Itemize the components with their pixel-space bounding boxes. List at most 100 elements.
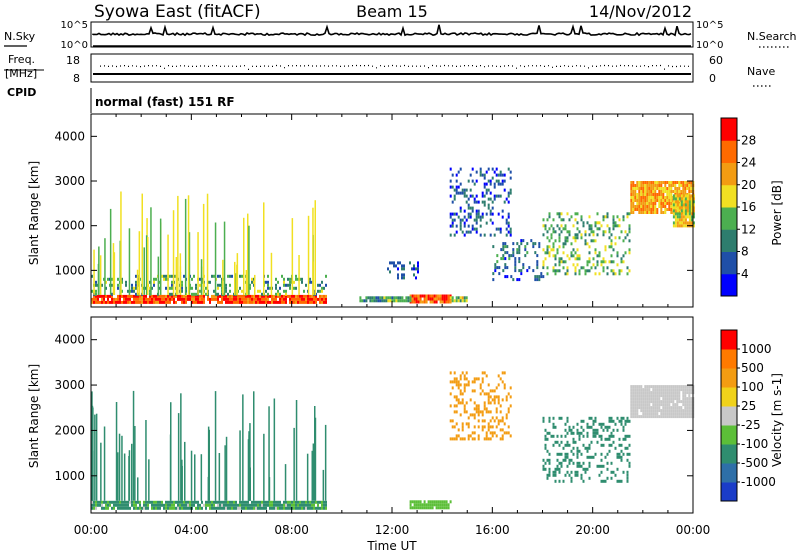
heatmap-cell bbox=[622, 260, 625, 264]
heatmap-cell bbox=[684, 209, 687, 213]
heatmap-cell bbox=[419, 300, 422, 304]
heatmap-cell bbox=[495, 194, 498, 198]
heatmap-cell bbox=[650, 400, 653, 404]
heatmap-cell bbox=[564, 260, 567, 264]
heatmap-cell bbox=[672, 415, 675, 419]
heatmap-cell bbox=[552, 254, 555, 258]
heatmap-cell bbox=[608, 260, 611, 264]
heatmap-cell bbox=[670, 205, 673, 208]
heatmap-cell bbox=[191, 286, 193, 290]
heatmap-cell bbox=[602, 266, 605, 270]
heatmap-cell bbox=[674, 218, 677, 222]
heatmap-cell bbox=[159, 300, 161, 304]
heatmap-cell bbox=[674, 224, 677, 228]
heatmap-cell bbox=[323, 503, 325, 507]
colorbar-segment bbox=[721, 444, 737, 464]
heatmap-cell bbox=[481, 200, 484, 204]
heatmap-cell bbox=[257, 506, 259, 510]
colorbar-segment bbox=[721, 273, 737, 297]
heatmap-cell bbox=[674, 184, 677, 187]
heatmap-cell bbox=[229, 503, 231, 507]
heatmap-cell bbox=[483, 419, 486, 423]
heatmap-cell bbox=[640, 181, 643, 184]
heatmap-cell bbox=[504, 257, 507, 261]
noise-left-tick-top: 10^5 bbox=[61, 20, 88, 31]
heatmap-cell bbox=[632, 391, 635, 395]
heatmap-cell bbox=[562, 245, 565, 249]
heatmap-cell bbox=[670, 193, 673, 196]
heatmap-cell bbox=[441, 300, 444, 304]
heatmap-cell bbox=[445, 300, 448, 304]
heatmap-cell bbox=[672, 203, 675, 207]
heatmap-cell bbox=[570, 470, 573, 474]
heatmap-cell bbox=[301, 506, 303, 510]
heatmap-cell bbox=[287, 294, 289, 298]
heatmap-cell bbox=[163, 277, 165, 281]
heatmap-cell bbox=[666, 415, 669, 419]
heatmap-cell bbox=[135, 297, 137, 301]
heatmap-cell bbox=[479, 218, 482, 222]
heatmap-cell bbox=[668, 205, 671, 208]
heatmap-cell bbox=[241, 500, 243, 504]
heatmap-cell bbox=[544, 257, 547, 261]
heatmap-cell bbox=[566, 443, 569, 447]
heatmap-cell bbox=[321, 506, 323, 510]
heatmap-cell bbox=[401, 299, 404, 303]
heatmap-cell bbox=[610, 419, 613, 423]
heatmap-cell bbox=[297, 506, 299, 510]
heatmap-cell bbox=[638, 388, 641, 392]
heatmap-cell bbox=[457, 185, 460, 189]
heatmap-cell bbox=[604, 245, 607, 249]
noise-right-tick-top: 10^5 bbox=[696, 20, 723, 31]
heatmap-cell bbox=[548, 461, 551, 465]
heatmap-cell bbox=[658, 409, 661, 413]
heatmap-cell bbox=[173, 506, 175, 510]
heatmap-cell bbox=[560, 212, 563, 216]
heatmap-cell bbox=[554, 239, 557, 243]
heatmap-cell bbox=[247, 503, 249, 507]
heatmap-cell bbox=[219, 274, 221, 278]
heatmap-cell bbox=[153, 297, 155, 301]
heatmap-streak bbox=[136, 269, 139, 295]
heatmap-cell bbox=[419, 294, 422, 298]
heatmap-cell bbox=[473, 377, 476, 381]
heatmap-cell bbox=[652, 196, 655, 199]
heatmap-cell bbox=[171, 503, 173, 507]
heatmap-cell bbox=[576, 428, 579, 432]
heatmap-cell bbox=[668, 190, 671, 193]
heatmap-cell bbox=[638, 391, 641, 395]
heatmap-cell bbox=[497, 419, 500, 423]
heatmap-cell bbox=[191, 297, 193, 301]
heatmap-cell bbox=[449, 215, 452, 219]
colorbar-tick-label: 28 bbox=[741, 133, 756, 147]
heatmap-cell bbox=[654, 415, 657, 419]
cpid-band: normal (fast) 151 RF bbox=[90, 88, 235, 113]
heatmap-cell bbox=[616, 251, 619, 255]
heatmap-cell bbox=[606, 428, 609, 432]
heatmap-cell bbox=[387, 299, 390, 303]
heatmap-cell bbox=[507, 194, 510, 198]
heatmap-cell bbox=[479, 233, 482, 237]
heatmap-cell bbox=[576, 461, 579, 465]
heatmap-cell bbox=[642, 211, 645, 214]
heatmap-cell bbox=[618, 236, 621, 240]
heatmap-cell bbox=[566, 419, 569, 423]
heatmap-cell bbox=[413, 264, 415, 268]
heatmap-cell bbox=[191, 300, 193, 304]
heatmap-cell bbox=[391, 299, 394, 303]
heatmap-cell bbox=[197, 506, 199, 510]
heatmap-cell bbox=[489, 410, 492, 414]
heatmap-cell bbox=[473, 227, 476, 231]
heatmap-cell bbox=[584, 239, 587, 243]
y-tick-label: 2000 bbox=[54, 423, 85, 437]
heatmap-cell bbox=[155, 500, 157, 504]
heatmap-cell bbox=[656, 187, 659, 190]
heatmap-cell bbox=[491, 398, 494, 402]
heatmap-cell bbox=[195, 294, 197, 298]
heatmap-cell bbox=[690, 209, 693, 213]
heatmap-cell bbox=[449, 212, 452, 216]
heatmap-cell bbox=[646, 394, 649, 398]
heatmap-cell bbox=[221, 294, 223, 298]
heatmap-cell bbox=[642, 391, 645, 395]
heatmap-cell bbox=[568, 458, 571, 462]
